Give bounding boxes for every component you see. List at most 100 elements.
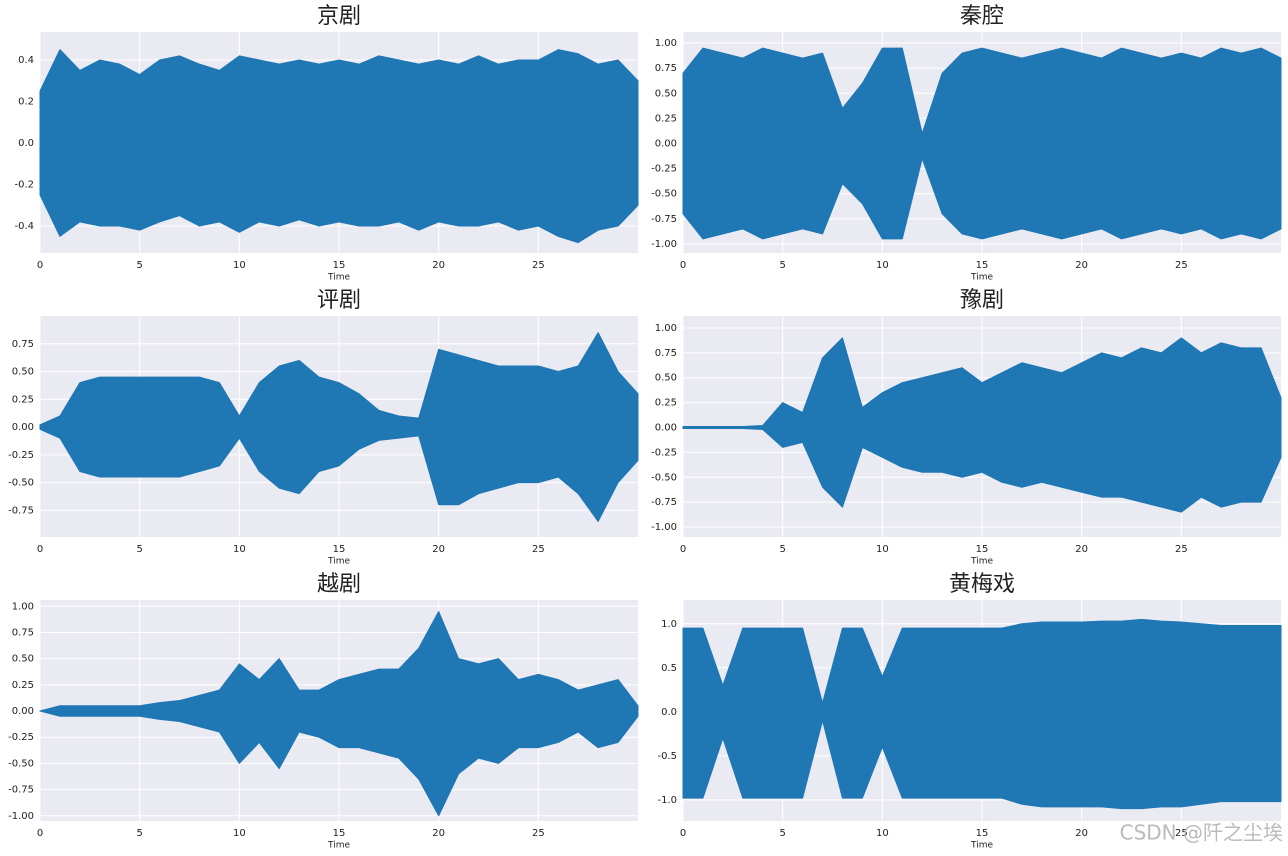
y-tick-label: -0.25	[8, 732, 34, 743]
y-tick-label: -0.2	[14, 180, 34, 191]
x-tick-label: 15	[333, 828, 346, 839]
x-tick-label: 5	[136, 828, 142, 839]
x-tick-label: 25	[532, 544, 545, 555]
y-tick-label: -0.25	[8, 450, 34, 461]
x-tick-label: 5	[779, 544, 785, 555]
y-tick-label: 1.00	[655, 323, 677, 334]
y-tick-label: 0.00	[12, 422, 34, 433]
waveform-envelope	[682, 337, 1282, 428]
x-tick-label: 10	[876, 544, 889, 555]
subplot-title: 豫剧	[960, 288, 1004, 313]
x-tick-label: 15	[976, 260, 989, 271]
y-tick-label: 0.75	[655, 63, 677, 74]
y-tick-label: 1.00	[655, 38, 677, 49]
y-tick-label: -0.5	[657, 751, 677, 762]
subplot: 越剧 0 5 10 15 20 25 -1.00 -0.75 -0.50 -0.25 0.00 0.25…	[8, 572, 639, 851]
y-tick-label: -1.00	[651, 522, 677, 533]
y-tick-label: -0.75	[651, 497, 677, 508]
x-tick-label: 25	[532, 260, 545, 271]
y-tick-label: -0.75	[651, 214, 677, 225]
waveform-envelope	[39, 710, 639, 817]
x-tick-label: 0	[37, 544, 43, 555]
x-tick-label: 0	[680, 260, 686, 271]
x-tick-label: 10	[233, 544, 246, 555]
subplot-title: 黄梅戏	[949, 572, 1015, 597]
waveform-envelope	[39, 611, 639, 712]
subplot: 豫剧 0 5 10 15 20 25 -1.00 -0.75 -0.50 -0.25 0.00 0.25…	[651, 288, 1282, 567]
x-tick-label: 10	[233, 260, 246, 271]
x-tick-label: 25	[1175, 828, 1188, 839]
y-tick-label: -1.00	[651, 239, 677, 250]
y-tick-label: -0.50	[8, 758, 34, 769]
x-tick-label: 0	[680, 828, 686, 839]
y-tick-label: 0.5	[661, 663, 677, 674]
waveform-envelope	[682, 47, 1282, 145]
x-tick-label: 20	[432, 544, 445, 555]
x-axis-label: Time	[327, 841, 350, 851]
subplot-title: 评剧	[317, 288, 361, 313]
y-tick-label: -0.25	[651, 164, 677, 175]
subplot: 京剧 0 5 10 15 20 25 -0.4 -0.2 0.0 0.2 0.4 Time	[14, 4, 639, 283]
waveform-envelope	[682, 426, 1282, 513]
x-tick-label: 10	[876, 260, 889, 271]
x-tick-label: 0	[37, 260, 43, 271]
subplot: 黄梅戏 0 5 10 15 20 25 -1.0 -0.5 0.0 0.5 1.0 Time	[657, 572, 1282, 851]
x-tick-label: 15	[976, 544, 989, 555]
y-tick-label: 0.0	[18, 138, 34, 149]
x-tick-label: 5	[779, 828, 785, 839]
y-tick-label: -0.50	[8, 478, 34, 489]
x-tick-label: 20	[1075, 544, 1088, 555]
x-tick-label: 25	[1175, 544, 1188, 555]
y-tick-label: 0.25	[655, 398, 677, 409]
y-tick-label: 0.25	[12, 394, 34, 405]
y-tick-label: 0.50	[12, 654, 34, 665]
y-tick-label: 0.25	[12, 680, 34, 691]
y-tick-label: -1.00	[8, 811, 34, 822]
x-axis-label: Time	[327, 273, 350, 283]
watermark: CSDN @阡之尘埃	[1120, 821, 1283, 845]
waveform-envelope	[39, 426, 639, 522]
y-tick-label: 0.50	[655, 88, 677, 99]
y-tick-label: 1.00	[12, 601, 34, 612]
y-tick-label: 0.25	[655, 113, 677, 124]
subplot-title: 越剧	[317, 572, 361, 597]
x-tick-label: 20	[432, 260, 445, 271]
x-tick-label: 25	[532, 828, 545, 839]
x-tick-label: 5	[779, 260, 785, 271]
y-tick-label: -0.50	[651, 189, 677, 200]
subplot: 评剧 0 5 10 15 20 25 -0.75 -0.50 -0.25 0.00 0.25 0.50 0…	[8, 288, 639, 567]
x-tick-label: 25	[1175, 260, 1188, 271]
y-tick-label: 0.0	[661, 707, 677, 718]
waveform-envelope	[39, 49, 639, 144]
waveform-envelope	[682, 711, 1282, 810]
subplot-title: 京剧	[317, 4, 361, 29]
x-axis-label: Time	[327, 557, 350, 567]
subplot: 秦腔 0 5 10 15 20 25 -1.00 -0.75 -0.50 -0.25 0.00 0.25…	[651, 4, 1282, 283]
x-tick-label: 20	[1075, 828, 1088, 839]
waveform-envelope	[39, 332, 639, 428]
y-tick-label: -0.25	[651, 447, 677, 458]
x-axis-label: Time	[970, 557, 993, 567]
waveform-envelope	[682, 143, 1282, 240]
y-tick-label: 0.00	[12, 706, 34, 717]
x-tick-label: 5	[136, 544, 142, 555]
y-tick-label: -0.50	[651, 472, 677, 483]
x-axis-label: Time	[970, 841, 993, 851]
x-tick-label: 15	[333, 260, 346, 271]
y-tick-label: 0.50	[12, 367, 34, 378]
y-tick-label: 0.4	[18, 55, 34, 66]
x-tick-label: 10	[233, 828, 246, 839]
y-tick-label: -0.4	[14, 221, 34, 232]
y-tick-label: 0.00	[655, 139, 677, 150]
x-tick-label: 15	[976, 828, 989, 839]
waveform-envelope	[682, 618, 1282, 713]
y-tick-label: -0.75	[8, 785, 34, 796]
x-tick-label: 15	[333, 544, 346, 555]
x-tick-label: 0	[37, 828, 43, 839]
y-tick-label: 0.50	[655, 373, 677, 384]
waveform-envelope	[39, 142, 639, 244]
y-tick-label: 0.75	[655, 348, 677, 359]
x-tick-label: 0	[680, 544, 686, 555]
x-tick-label: 20	[432, 828, 445, 839]
